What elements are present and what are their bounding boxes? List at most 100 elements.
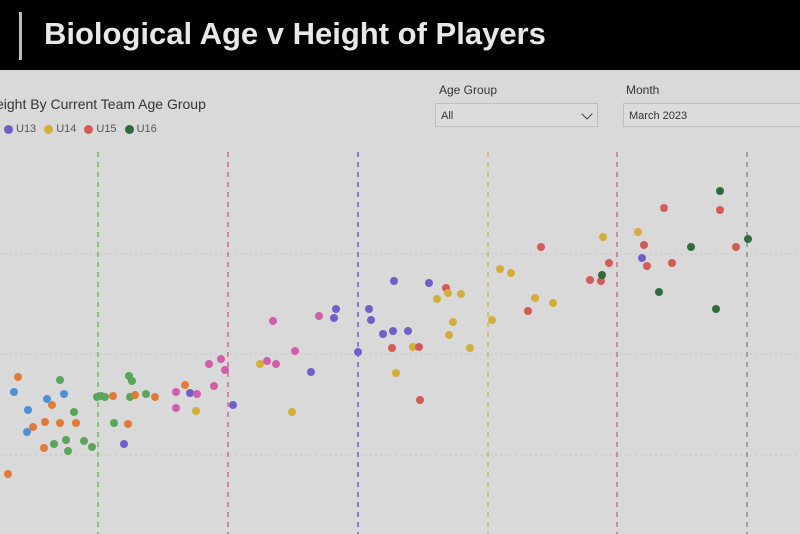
data-point[interactable]	[181, 381, 189, 389]
data-point[interactable]	[210, 382, 218, 390]
data-point[interactable]	[712, 305, 720, 313]
data-point[interactable]	[332, 305, 340, 313]
data-point[interactable]	[638, 254, 646, 262]
data-point[interactable]	[4, 470, 12, 478]
data-point[interactable]	[263, 357, 271, 365]
legend-item-u13[interactable]: U13	[4, 123, 36, 135]
age-group-dropdown[interactable]: All	[435, 103, 598, 127]
month-dropdown[interactable]: March 2023	[623, 103, 800, 127]
data-point[interactable]	[531, 294, 539, 302]
data-point[interactable]	[390, 277, 398, 285]
data-point[interactable]	[433, 295, 441, 303]
data-point[interactable]	[655, 288, 663, 296]
data-point[interactable]	[330, 314, 338, 322]
data-point[interactable]	[291, 347, 299, 355]
data-point[interactable]	[151, 393, 159, 401]
data-point[interactable]	[221, 366, 229, 374]
data-point[interactable]	[488, 316, 496, 324]
data-point[interactable]	[40, 444, 48, 452]
data-point[interactable]	[56, 419, 64, 427]
data-point[interactable]	[660, 204, 668, 212]
data-point[interactable]	[109, 392, 117, 400]
data-point[interactable]	[14, 373, 22, 381]
data-point[interactable]	[367, 316, 375, 324]
data-point[interactable]	[50, 440, 58, 448]
data-point[interactable]	[445, 331, 453, 339]
legend-item-u16[interactable]: U16	[124, 123, 157, 135]
data-point[interactable]	[597, 277, 605, 285]
data-point[interactable]	[72, 419, 80, 427]
data-point[interactable]	[466, 344, 474, 352]
data-point[interactable]	[307, 368, 315, 376]
data-point[interactable]	[409, 343, 417, 351]
data-point[interactable]	[537, 243, 545, 251]
data-point[interactable]	[416, 396, 424, 404]
data-point[interactable]	[549, 299, 557, 307]
data-point[interactable]	[732, 243, 740, 251]
data-point[interactable]	[354, 348, 362, 356]
data-point[interactable]	[110, 419, 118, 427]
data-point[interactable]	[88, 443, 96, 451]
data-point[interactable]	[379, 330, 387, 338]
data-point[interactable]	[193, 390, 201, 398]
data-point[interactable]	[668, 259, 676, 267]
data-point[interactable]	[172, 388, 180, 396]
data-point[interactable]	[229, 401, 237, 409]
data-point[interactable]	[62, 436, 70, 444]
data-point[interactable]	[634, 228, 642, 236]
data-point[interactable]	[217, 355, 225, 363]
data-point[interactable]	[205, 360, 213, 368]
data-point[interactable]	[128, 377, 136, 385]
data-point[interactable]	[41, 418, 49, 426]
data-point[interactable]	[365, 305, 373, 313]
data-point[interactable]	[389, 327, 397, 335]
data-point[interactable]	[415, 343, 423, 351]
data-point[interactable]	[142, 390, 150, 398]
data-point[interactable]	[272, 360, 280, 368]
data-point[interactable]	[457, 290, 465, 298]
data-point[interactable]	[496, 265, 504, 273]
data-point[interactable]	[716, 206, 724, 214]
data-point[interactable]	[269, 317, 277, 325]
data-point[interactable]	[60, 390, 68, 398]
data-point[interactable]	[80, 437, 88, 445]
data-point[interactable]	[120, 440, 128, 448]
data-point[interactable]	[643, 262, 651, 270]
data-point[interactable]	[598, 271, 606, 279]
data-point[interactable]	[586, 276, 594, 284]
data-point[interactable]	[256, 360, 264, 368]
data-point[interactable]	[43, 395, 51, 403]
data-point[interactable]	[186, 389, 194, 397]
data-point[interactable]	[23, 428, 31, 436]
data-point[interactable]	[124, 420, 132, 428]
data-point[interactable]	[192, 407, 200, 415]
data-point[interactable]	[404, 327, 412, 335]
data-point[interactable]	[70, 408, 78, 416]
data-point[interactable]	[744, 235, 752, 243]
data-point[interactable]	[101, 393, 109, 401]
legend-item-u15[interactable]: U15	[84, 123, 117, 135]
data-point[interactable]	[172, 404, 180, 412]
data-point[interactable]	[444, 289, 452, 297]
data-point[interactable]	[507, 269, 515, 277]
data-point[interactable]	[24, 406, 32, 414]
data-point[interactable]	[131, 391, 139, 399]
data-point[interactable]	[640, 241, 648, 249]
data-point[interactable]	[392, 369, 400, 377]
data-point[interactable]	[10, 388, 18, 396]
data-point[interactable]	[388, 344, 396, 352]
data-point[interactable]	[29, 423, 37, 431]
data-point[interactable]	[599, 233, 607, 241]
data-point[interactable]	[605, 259, 613, 267]
data-point[interactable]	[315, 312, 323, 320]
data-point[interactable]	[48, 401, 56, 409]
data-point[interactable]	[449, 318, 457, 326]
data-point[interactable]	[56, 376, 64, 384]
data-point[interactable]	[687, 243, 695, 251]
data-point[interactable]	[288, 408, 296, 416]
data-point[interactable]	[64, 447, 72, 455]
data-point[interactable]	[425, 279, 433, 287]
data-point[interactable]	[716, 187, 724, 195]
data-point[interactable]	[524, 307, 532, 315]
legend-item-u14[interactable]: U14	[44, 123, 76, 135]
